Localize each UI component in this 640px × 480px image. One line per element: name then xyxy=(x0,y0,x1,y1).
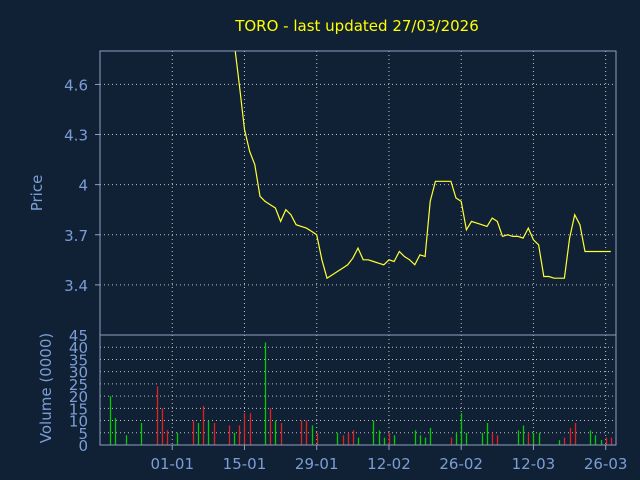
volume-tick-label: 25 xyxy=(69,376,88,394)
price-grid xyxy=(100,51,616,335)
x-tick-label: 01-01 xyxy=(150,455,194,473)
volume-tick-label: 20 xyxy=(69,388,88,406)
x-tick-label: 15-01 xyxy=(223,455,267,473)
volume-tick-label: 40 xyxy=(69,339,88,357)
x-tick-label: 29-01 xyxy=(295,455,339,473)
price-tick-label: 4 xyxy=(78,177,88,195)
price-y-axis: 3.4 3.7 4 4.3 4.6 xyxy=(64,76,100,295)
x-tick-label: 26-03 xyxy=(584,455,628,473)
volume-panel-frame xyxy=(99,334,617,446)
volume-tick-label: 15 xyxy=(69,400,88,418)
price-panel-frame xyxy=(99,50,617,336)
volume-tick-label: 5 xyxy=(78,425,88,443)
x-axis: 01-01 15-01 29-01 12-02 26-02 12-03 26-03 xyxy=(150,445,627,473)
volume-tick-label: 35 xyxy=(69,351,88,369)
volume-bars xyxy=(109,342,613,445)
volume-tick-label: 30 xyxy=(69,364,88,382)
price-line xyxy=(234,51,611,280)
volume-tick-label: 10 xyxy=(69,413,88,431)
price-axis-label: Price xyxy=(28,175,46,212)
chart-title: TORO - last updated 27/03/2026 xyxy=(234,17,479,35)
volume-grid xyxy=(100,334,616,446)
price-tick-label: 4.3 xyxy=(64,127,88,145)
volume-tick-label: 45 xyxy=(69,327,88,345)
price-tick-label: 3.4 xyxy=(64,277,88,295)
x-tick-label: 12-02 xyxy=(367,455,411,473)
x-tick-label: 12-03 xyxy=(512,455,556,473)
volume-tick-label: 0 xyxy=(78,437,88,455)
x-tick-label: 26-02 xyxy=(439,455,483,473)
price-tick-label: 3.7 xyxy=(64,227,88,245)
price-tick-label: 4.6 xyxy=(64,76,88,94)
volume-axis-label: Volume (0000) xyxy=(37,333,55,443)
